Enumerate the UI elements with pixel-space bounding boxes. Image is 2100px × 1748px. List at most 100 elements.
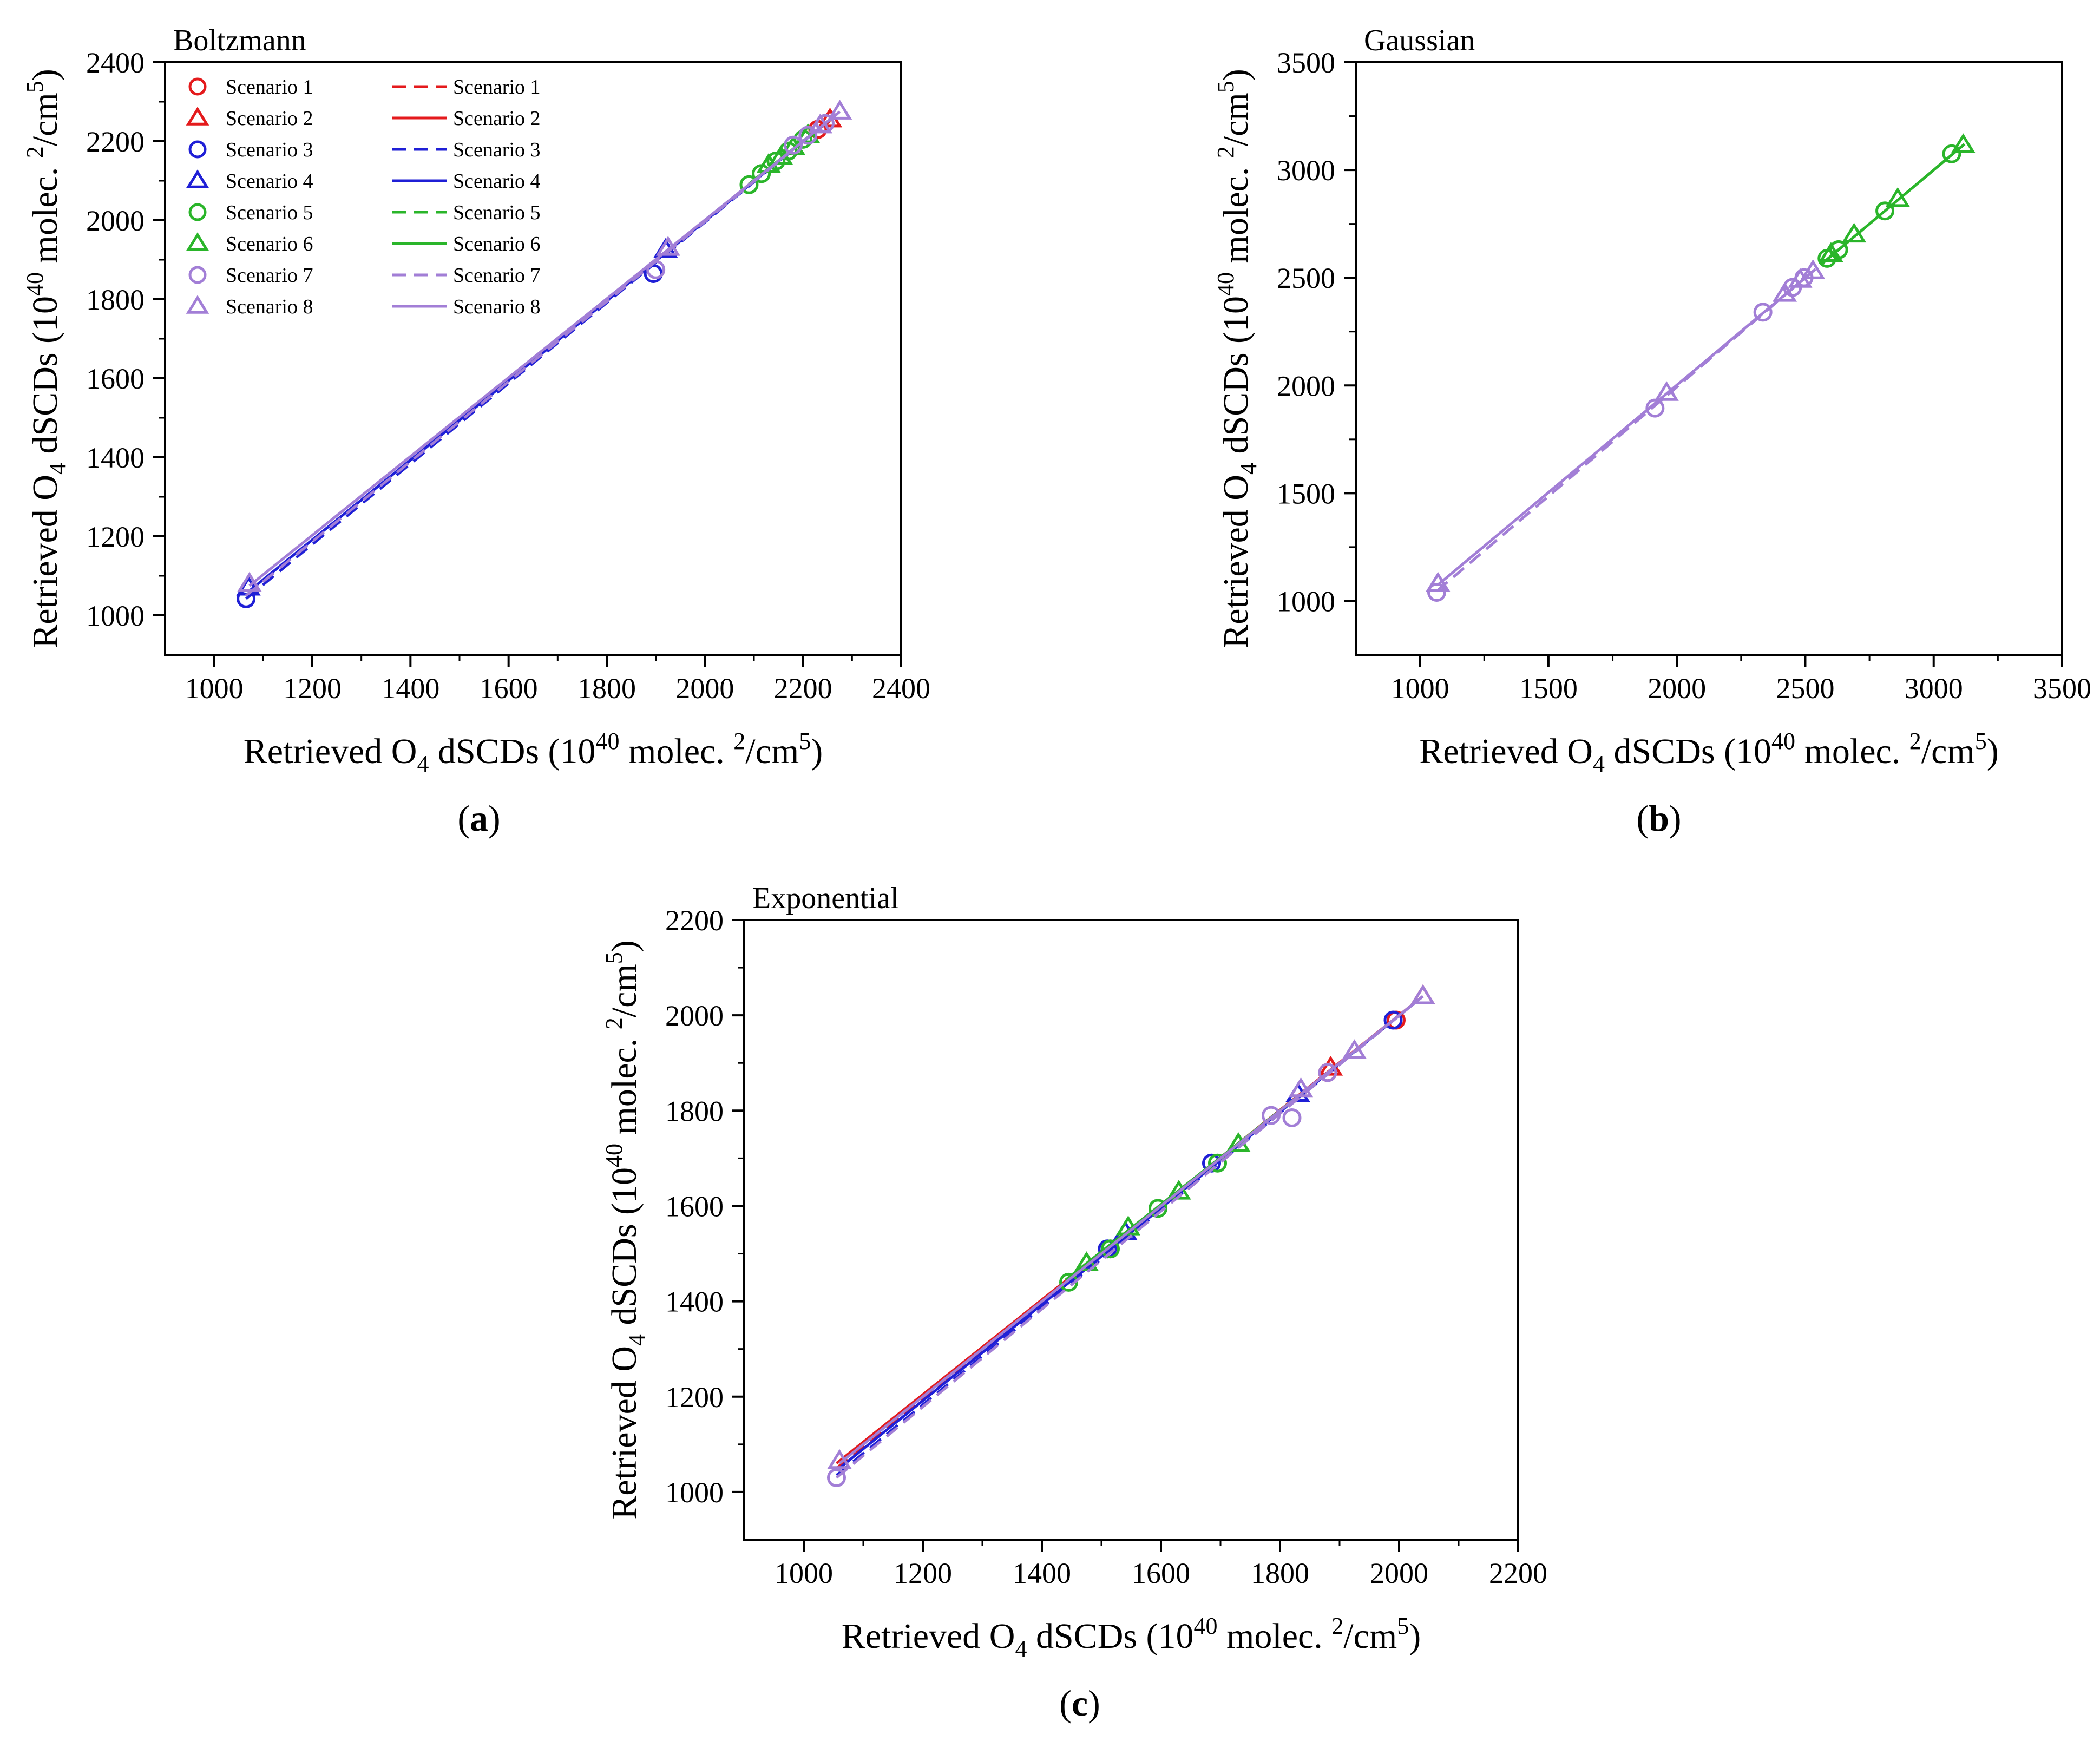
y-tick-label: 2000 [665,1000,724,1032]
axis-label-prefix: Retrieved O [842,1616,1015,1656]
axis-label-suffix: /cm [1343,1616,1397,1656]
x-tick-label: 3500 [2033,672,2091,705]
y-tick-label: 2500 [1277,262,1335,294]
axis-label-sup2: 2 [733,728,745,754]
y-tick-label: 1800 [665,1095,724,1127]
y-tick-label: 2400 [86,47,145,79]
panel-label: (c) [1059,1683,1100,1724]
legend-label: Scenario 7 [453,264,540,287]
series-scenario-7 [827,995,1424,1487]
legend-marker [186,169,209,188]
y-tick-label: 2200 [86,126,145,158]
data-point [1262,1106,1281,1125]
data-point [1149,1199,1167,1218]
axis-label-prefix: Retrieved O [1419,732,1593,771]
x-tick-label: 2400 [872,672,930,705]
axis-label-suffix: /cm [745,732,799,771]
axis-label-end: ) [25,69,65,81]
data-point [1383,1010,1403,1030]
legend-label: Scenario 1 [453,76,540,98]
x-tick-label: 2000 [1370,1557,1428,1589]
legend-label: Scenario 1 [226,76,313,98]
series-scenario-6 [1819,133,1976,266]
y-tick-label: 1600 [86,363,145,395]
axis-label-sup2: 2 [1909,728,1921,754]
data-point [1819,242,1843,262]
data-point [1115,1215,1141,1236]
y-tick-label: 2200 [665,904,724,937]
series-scenario-8 [1426,259,1826,592]
data-point [1951,133,1976,153]
data-point [1288,1077,1314,1098]
fit-line [835,995,1424,1479]
plot-frame [1355,61,2063,656]
data-point [784,135,803,155]
panel-label: (a) [457,798,500,839]
data-point [1427,583,1446,602]
axis-label-sup1: 40 [601,1144,627,1167]
legend-label: Scenario 6 [453,233,540,255]
series-scenario-8 [827,984,1435,1469]
x-tick-label: 1800 [1251,1557,1309,1589]
y-tick-label: 1800 [86,284,145,316]
axis-label-suffix: /cm [1921,732,1975,771]
data-point [1885,187,1910,207]
legend-label: Scenario 2 [226,107,313,130]
data-point [1318,1063,1337,1082]
x-tick-label: 2200 [1489,1557,1547,1589]
axis-label-sup2: 2 [22,146,48,158]
data-point [1842,222,1867,243]
legend-label: Scenario 7 [226,264,313,287]
y-tick-label: 2000 [86,205,145,237]
y-axis-label: Retrieved O4 dSCDs (1040 molec. 2/cm5) [1212,69,1262,648]
legend-label: Scenario 4 [226,170,313,193]
x-tick-label: 1600 [480,672,538,705]
data-point [1801,259,1826,279]
legend-label: Scenario 5 [453,201,540,224]
legend-marker [186,295,209,314]
data-point [1282,1108,1302,1128]
data-point [1426,571,1451,592]
axis-label-sup1: 40 [1771,728,1795,754]
data-point [1654,381,1679,401]
axis-label-mid2: molec. [1218,1616,1332,1656]
data-point [1753,303,1773,322]
axis-label-sub: 4 [1235,463,1262,475]
x-tick-label: 1000 [1391,672,1449,705]
axis-label-sub: 4 [1015,1635,1027,1662]
data-point [1875,201,1895,221]
x-tick-label: 1400 [381,672,439,705]
chart-panel-c: 1000 1200 1400 1600 1800 2000 2200 1000 1200 1400… [601,882,1547,1724]
legend-marker [186,232,209,251]
axis-label-sup2: 2 [601,1017,627,1029]
axis-label-mid: dSCDs (10 [25,296,65,463]
axis-label-prefix: Retrieved O [25,475,65,648]
y-tick-label: 1200 [665,1381,724,1414]
chart-panel-b: 1000 1500 2000 2500 3000 3500 1000 1500 2000 2500… [1212,24,2091,839]
y-axis-label: Retrieved O4 dSCDs (1040 molec. 2/cm5) [22,69,71,648]
axis-label-suffix: /cm [1216,93,1256,146]
data-point [798,126,818,145]
data-point [237,571,262,592]
legend-label: Scenario 3 [453,139,540,161]
y-tick-label: 1000 [665,1476,724,1509]
y-tick-label: 1000 [1277,585,1335,617]
axis-label-mid2: molec. [25,158,65,272]
data-point [1942,144,1961,163]
x-tick-label: 2500 [1776,672,1834,705]
axis-label-sup1: 40 [22,272,48,296]
axis-label-mid: dSCDs (10 [1605,732,1771,771]
axis-label-sub: 4 [417,751,429,777]
fit-line [838,995,1424,1465]
axis-label-sup3: 5 [1397,1613,1409,1639]
axis-label-suffix: /cm [605,964,644,1017]
axis-label-prefix: Retrieved O [1216,475,1256,648]
legend-label: Scenario 8 [453,295,540,318]
axis-label-mid: dSCDs (10 [429,732,595,771]
data-point [1059,1272,1078,1292]
x-tick-label: 1500 [1519,672,1578,705]
axis-label-prefix: Retrieved O [605,1346,644,1520]
axis-label-mid: dSCDs (10 [1027,1616,1193,1656]
axis-label-end: ) [811,732,823,771]
y-tick-label: 3500 [1277,47,1335,79]
